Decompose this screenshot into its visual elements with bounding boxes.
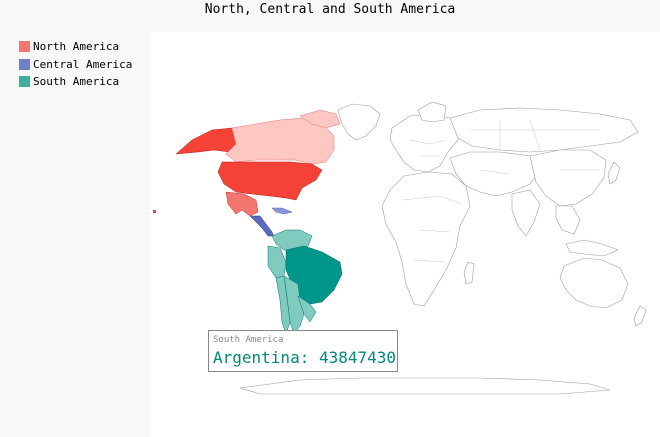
country-shape <box>565 239 619 257</box>
country-shape <box>633 305 647 327</box>
tooltip-value: Argentina: 43847430 <box>213 348 397 367</box>
world-landmass <box>239 101 647 395</box>
country-hawaii[interactable] <box>153 210 156 213</box>
tooltip-region-label: South America <box>213 335 284 345</box>
legend-label-south-america: South America <box>33 75 120 89</box>
legend-swatch-south-america <box>19 76 30 88</box>
country-shape <box>417 101 447 123</box>
country-uruguay-paraguay[interactable] <box>297 295 317 323</box>
legend-swatch-north-america <box>19 41 30 53</box>
country-shape <box>381 171 471 307</box>
country-shape <box>337 103 381 141</box>
country-mexico[interactable] <box>225 191 259 217</box>
country-shape <box>559 257 629 309</box>
legend-item-south-america[interactable]: South America <box>19 73 132 91</box>
country-shape <box>463 261 475 285</box>
country-shape <box>511 189 541 237</box>
legend-swatch-central-america <box>19 58 30 70</box>
country-caribbean[interactable] <box>271 207 293 215</box>
map-tooltip: South America Argentina: 43847430 <box>208 330 398 372</box>
country-canada[interactable] <box>225 117 335 165</box>
legend-label-central-america: Central America <box>33 57 133 71</box>
country-borders <box>401 119 600 263</box>
country-united-states[interactable] <box>217 161 323 201</box>
country-shape <box>529 149 607 207</box>
country-peru[interactable] <box>267 245 287 279</box>
country-shape <box>555 205 581 235</box>
country-shape <box>449 151 541 197</box>
border-lines <box>401 119 600 263</box>
legend: North America Central America South Amer… <box>19 38 132 91</box>
world-map <box>153 101 647 395</box>
country-shape <box>239 377 611 395</box>
map-plot-area <box>150 32 660 437</box>
legend-item-central-america[interactable]: Central America <box>19 56 132 74</box>
legend-label-north-america: North America <box>33 40 120 54</box>
country-canada-islands[interactable] <box>299 109 341 129</box>
country-shape <box>607 161 621 185</box>
country-chile[interactable] <box>275 275 291 335</box>
legend-item-north-america[interactable]: North America <box>19 38 132 56</box>
country-colombia-venezuela[interactable] <box>271 229 313 251</box>
chart-title: North, Central and South America <box>204 2 456 17</box>
country-central-america[interactable] <box>249 215 275 237</box>
